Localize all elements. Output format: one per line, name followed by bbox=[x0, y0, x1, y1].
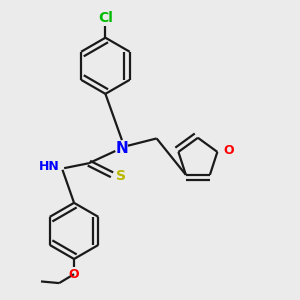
Text: HN: HN bbox=[38, 160, 59, 173]
Text: Cl: Cl bbox=[98, 11, 113, 25]
Text: O: O bbox=[223, 144, 234, 157]
Text: O: O bbox=[69, 268, 80, 281]
Text: N: N bbox=[116, 141, 128, 156]
Text: S: S bbox=[116, 169, 126, 183]
